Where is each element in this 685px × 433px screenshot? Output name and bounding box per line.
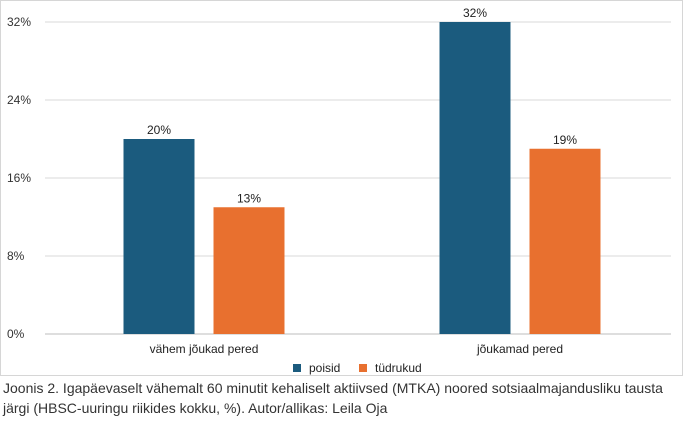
data-label: 13%	[237, 191, 261, 205]
chart-frame: 0% 8% 16% 24% 32% 20% 13% vähem jõukad pered 32%…	[0, 0, 683, 376]
bar-tüdrukud-1	[529, 148, 601, 334]
bar-tüdrukud-0	[213, 207, 285, 334]
y-tick-label: 32%	[7, 15, 31, 29]
figure-caption: Joonis 2. Igapäevaselt vähemalt 60 minut…	[3, 380, 663, 416]
y-tick-label: 16%	[7, 171, 31, 185]
legend-label-poisid: poisid	[309, 361, 340, 375]
y-tick-label: 24%	[7, 93, 31, 107]
bar-chart: 0% 8% 16% 24% 32% 20% 13% vähem jõukad pered 32%…	[7, 6, 671, 375]
bar-poisid-1	[439, 22, 511, 334]
legend-label-tüdrukud: tüdrukud	[375, 361, 422, 375]
legend-swatch-poisid	[293, 364, 301, 372]
data-label: 19%	[553, 133, 577, 147]
category-label: jõukamad pered	[476, 342, 563, 356]
y-tick-label: 0%	[7, 327, 25, 341]
data-label: 20%	[147, 123, 171, 137]
data-label: 32%	[463, 6, 487, 20]
legend-swatch-tüdrukud	[359, 364, 367, 372]
category-label: vähem jõukad pered	[150, 342, 259, 356]
bar-poisid-0	[123, 139, 195, 334]
y-tick-label: 8%	[7, 249, 25, 263]
